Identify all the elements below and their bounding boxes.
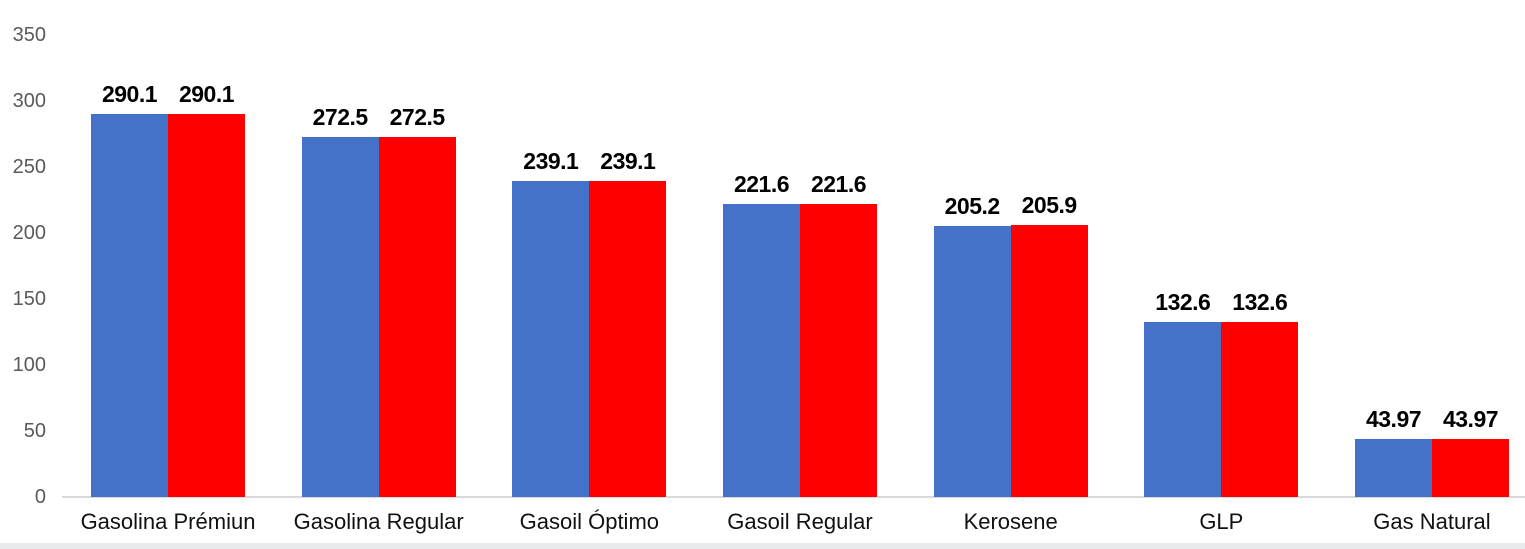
data-label-blue: 132.6 [1155, 288, 1211, 315]
data-label-blue: 221.6 [733, 171, 790, 198]
y-tick-label: 300 [12, 90, 46, 112]
y-tick-label: 250 [12, 156, 46, 178]
bar-blue [1144, 321, 1222, 497]
data-label-red: 221.6 [810, 171, 867, 198]
y-tick-label: 150 [12, 288, 46, 310]
y-tick-label: 100 [12, 354, 46, 376]
bar-blue [512, 181, 590, 497]
category-label: Gasolina Prémiun [80, 509, 256, 534]
category-label: Gasolina Regular [293, 509, 464, 534]
data-label-red: 239.1 [600, 148, 656, 175]
data-label-red: 272.5 [389, 104, 446, 131]
y-tick-label: 350 [12, 24, 46, 46]
bar-blue [301, 137, 379, 497]
bar-red [1221, 321, 1299, 497]
category-label: Gas Natural [1373, 509, 1491, 534]
bar-blue [933, 226, 1011, 497]
bar-red [1010, 225, 1088, 497]
y-tick-label: 50 [23, 420, 46, 442]
data-label-red: 43.97 [1442, 405, 1499, 432]
data-label-red: 132.6 [1232, 288, 1288, 315]
data-label-blue: 205.2 [944, 193, 1001, 220]
category-label: Kerosene [963, 509, 1058, 534]
bar-red [589, 181, 667, 497]
category-label: Gasoil Óptimo [519, 509, 660, 534]
category-label: Gasoil Regular [727, 509, 873, 534]
bar-red [1432, 438, 1509, 497]
y-tick-label: 0 [34, 486, 46, 508]
bar-red [800, 204, 877, 497]
bottom-strip [0, 543, 1525, 549]
bar-red [378, 137, 456, 497]
data-label-blue: 290.1 [101, 81, 158, 108]
bar-blue [723, 204, 800, 497]
data-label-blue: 239.1 [523, 148, 579, 175]
bar-blue [1355, 438, 1432, 497]
data-label-red: 205.9 [1021, 192, 1078, 219]
category-label: GLP [1199, 509, 1244, 534]
bar-red [168, 114, 245, 497]
data-label-blue: 272.5 [312, 104, 369, 131]
data-label-blue: 43.97 [1365, 405, 1422, 432]
x-axis-line [62, 496, 1525, 498]
y-tick-label: 200 [12, 222, 46, 244]
bar-blue [91, 114, 168, 497]
data-label-red: 290.1 [178, 81, 235, 108]
